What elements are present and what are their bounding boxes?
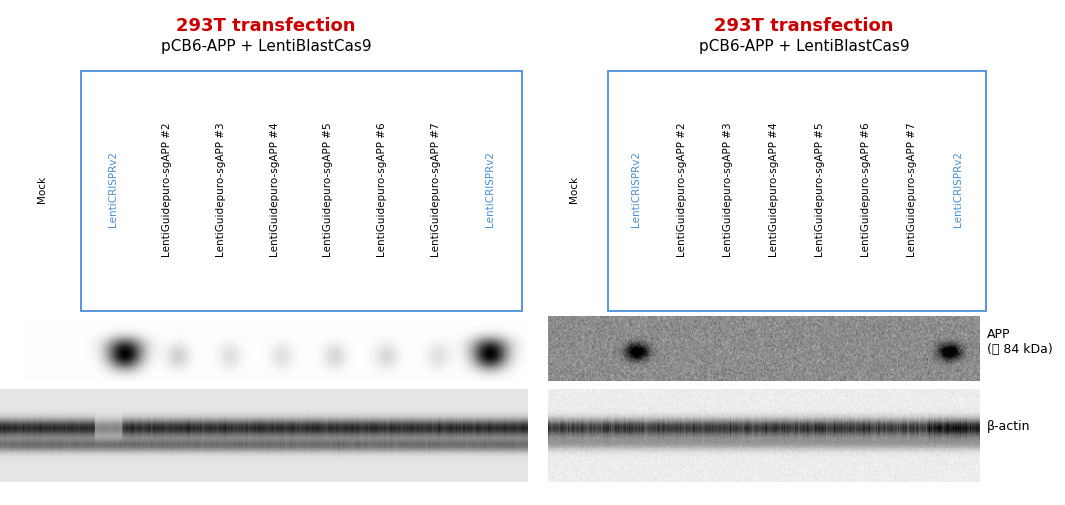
Text: LentiGuidepuro-sgAPP #6: LentiGuidepuro-sgAPP #6 (862, 122, 871, 257)
Text: LentiCRISPRv2: LentiCRISPRv2 (109, 152, 118, 227)
Text: LentiGuidepuro-sgAPP #7: LentiGuidepuro-sgAPP #7 (431, 122, 441, 257)
Text: APP
(약 84 kDa): APP (약 84 kDa) (986, 328, 1052, 356)
Text: LentiGuidepuro-sgAPP #2: LentiGuidepuro-sgAPP #2 (162, 122, 171, 257)
Text: LentiGuidepuro-sgAPP #4: LentiGuidepuro-sgAPP #4 (769, 122, 779, 257)
Text: Mock: Mock (37, 176, 47, 203)
Text: LentiGuidepuro-sgAPP #7: LentiGuidepuro-sgAPP #7 (907, 122, 917, 257)
Text: pCB6-APP + LentiBlastCas9: pCB6-APP + LentiBlastCas9 (161, 38, 372, 54)
Text: LentiGuidepuro-sgAPP #3: LentiGuidepuro-sgAPP #3 (723, 122, 733, 257)
Text: LentiGuidepuro-sgAPP #4: LentiGuidepuro-sgAPP #4 (269, 122, 280, 257)
Text: LentiGuidepuro-sgAPP #5: LentiGuidepuro-sgAPP #5 (324, 122, 333, 257)
Text: LentiGuidepuro-sgAPP #2: LentiGuidepuro-sgAPP #2 (676, 122, 687, 257)
Text: LentiCRISPRv2: LentiCRISPRv2 (485, 152, 495, 227)
Text: β-actin: β-actin (986, 420, 1030, 433)
Text: LentiGuidepuro-sgAPP #6: LentiGuidepuro-sgAPP #6 (377, 122, 388, 257)
Text: pCB6-APP + LentiBlastCas9: pCB6-APP + LentiBlastCas9 (699, 38, 910, 54)
Text: 293T transfection: 293T transfection (715, 17, 894, 35)
Text: LentiCRISPRv2: LentiCRISPRv2 (953, 152, 964, 227)
Text: LentiGuidepuro-sgAPP #3: LentiGuidepuro-sgAPP #3 (216, 122, 226, 257)
Text: Mock: Mock (570, 176, 579, 203)
Text: 293T transfection: 293T transfection (177, 17, 356, 35)
Text: LentiCRISPRv2: LentiCRISPRv2 (630, 152, 640, 227)
Text: LentiGuidepuro-sgAPP #5: LentiGuidepuro-sgAPP #5 (815, 122, 825, 257)
